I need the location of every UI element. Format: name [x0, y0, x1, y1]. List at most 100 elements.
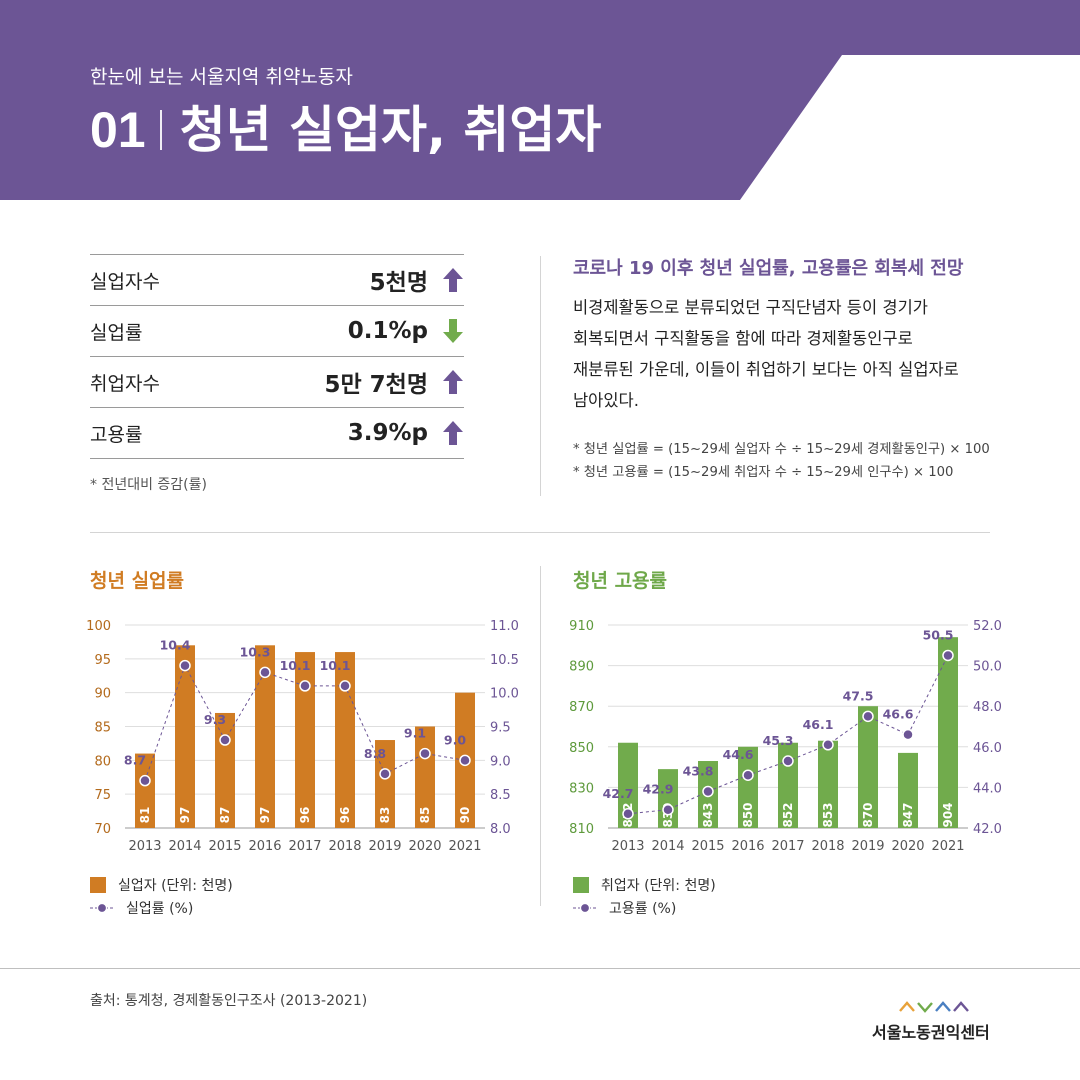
bar-value-label: 81	[138, 807, 152, 824]
rate-value-label: 46.1	[803, 717, 834, 732]
y-right-tick-label: 8.0	[490, 822, 511, 837]
rate-value-label: 46.6	[883, 707, 914, 722]
rate-value-label: 8.7	[124, 753, 146, 768]
stat-row: 실업률 0.1%p	[90, 306, 464, 357]
summary-line: 남아있다.	[573, 391, 639, 410]
rate-value-label: 9.3	[204, 712, 226, 727]
x-tick-label: 2017	[288, 839, 321, 854]
arrow-down-icon	[443, 319, 463, 343]
bar-value-label: 904	[941, 802, 955, 827]
y-left-tick-label: 95	[94, 653, 111, 668]
y-left-tick-label: 870	[569, 700, 594, 715]
y-left-tick-label: 850	[569, 741, 594, 756]
rate-value-label: 10.1	[280, 658, 311, 673]
logo-zigzag-icon	[899, 1001, 969, 1013]
bar	[618, 742, 638, 828]
stat-value-group: 5만 7천명	[325, 365, 465, 399]
y-left-tick-label: 100	[86, 619, 111, 634]
rate-line	[144, 664, 466, 781]
rate-value-label: 10.4	[160, 638, 191, 653]
rate-point	[902, 728, 914, 741]
legend-label: 실업률 (%)	[126, 900, 194, 917]
y-right-tick-label: 11.0	[490, 619, 519, 634]
legend-item-bar: 실업자 (단위: 천명)	[90, 873, 233, 896]
bar-value-label: 853	[821, 802, 835, 827]
rate-point	[139, 774, 151, 787]
rate-value-label: 10.1	[320, 658, 351, 673]
y-left-tick-label: 80	[94, 754, 111, 769]
stat-value-group: 0.1%p	[348, 318, 464, 344]
rate-value-label: 9.0	[444, 732, 466, 747]
rate-value-label: 9.1	[404, 726, 426, 741]
rate-point	[419, 747, 431, 760]
legend-label: 취업자 (단위: 천명)	[601, 877, 716, 894]
bar-value-label: 97	[258, 807, 272, 824]
y-right-tick-label: 9.0	[490, 754, 511, 769]
y-right-tick-label: 46.0	[973, 741, 1002, 756]
x-tick-label: 2017	[771, 839, 804, 854]
center-logo: 서울노동권익센터	[872, 998, 992, 1043]
legend-employment: 취업자 (단위: 천명) 고용률 (%)	[573, 873, 716, 919]
y-right-tick-label: 10.0	[490, 687, 519, 702]
y-left-tick-label: 910	[569, 619, 594, 634]
bar	[335, 652, 355, 828]
footer-divider	[0, 968, 1080, 969]
x-tick-label: 2013	[128, 839, 161, 854]
rate-value-label: 42.9	[643, 782, 674, 797]
legend-swatch-orange	[90, 876, 106, 893]
section-number: 01	[90, 102, 146, 158]
bar	[135, 753, 155, 828]
y-left-tick-label: 830	[569, 781, 594, 796]
x-tick-label: 2021	[448, 839, 481, 854]
stat-label: 실업자수	[90, 270, 160, 293]
summary-headline: 코로나 19 이후 청년 실업률, 고용률은 회복세 전망	[573, 258, 964, 279]
rate-point	[862, 710, 874, 723]
x-tick-label: 2015	[208, 839, 241, 854]
rate-point	[219, 734, 231, 746]
rate-value-label: 47.5	[843, 688, 874, 703]
x-tick-label: 2019	[851, 839, 884, 854]
stat-value-group: 5천명	[370, 263, 464, 297]
source-note: 출처: 통계청, 경제활동인구조사 (2013-2021)	[90, 993, 368, 1009]
page-title: 01 청년 실업자, 취업자	[90, 98, 601, 162]
rate-point	[822, 739, 834, 751]
y-right-tick-label: 52.0	[973, 619, 1002, 634]
bar	[778, 742, 798, 828]
bar-value-label: 870	[861, 802, 875, 827]
x-tick-label: 2018	[811, 839, 844, 854]
stats-table: 실업자수 5천명 실업률 0.1%p 취업자수 5만 7천명 고용률 3.9%p	[90, 254, 464, 459]
summary-block: 코로나 19 이후 청년 실업률, 고용률은 회복세 전망 비경제활동으로 분류…	[573, 254, 993, 484]
chart-title-employment: 청년 고용률	[573, 570, 668, 592]
formula-note: * 청년 실업률 = (15~29세 실업자 수 ÷ 15~29세 경제활동인구…	[573, 442, 990, 457]
summary-line: 재분류된 가운데, 이들이 취업하기 보다는 아직 실업자로	[573, 360, 959, 379]
y-right-tick-label: 44.0	[973, 781, 1002, 796]
summary-line: 회복되면서 구직활동을 함에 따라 경제활동인구로	[573, 329, 913, 348]
bar-value-label: 96	[298, 807, 312, 824]
rate-point	[702, 785, 714, 798]
bar	[738, 746, 758, 828]
bar-value-label: 847	[901, 802, 915, 827]
y-left-tick-label: 90	[94, 687, 111, 702]
summary-notes: * 청년 실업률 = (15~29세 실업자 수 ÷ 15~29세 경제활동인구…	[573, 438, 993, 484]
stat-value: 5천명	[369, 270, 428, 296]
rate-point	[622, 808, 634, 820]
chart-unemployment: 100 95 90 85 80 75 70 11.0 10.5 10.0 9.5 9.0 8.5 8.0 8…	[86, 619, 519, 854]
x-tick-label: 2016	[731, 839, 764, 854]
rate-value-label: 10.3	[240, 644, 271, 659]
summary-line: 비경제활동으로 분류되었던 구직단념자 등이 경기가	[573, 298, 928, 317]
stat-label: 취업자수	[90, 372, 160, 395]
legend-line-marker-icon	[90, 902, 114, 913]
divider-vertical-bottom	[540, 566, 541, 906]
chart-title-unemployment: 청년 실업률	[90, 570, 185, 592]
x-tick-label: 2018	[328, 839, 361, 854]
section-title: 청년 실업자, 취업자	[179, 101, 602, 159]
y-right-tick-label: 8.5	[490, 788, 511, 803]
rate-value-label: 43.8	[683, 763, 714, 778]
bar-value-label: 96	[338, 807, 352, 824]
x-tick-label: 2015	[691, 839, 724, 854]
stat-label: 실업률	[90, 321, 143, 344]
bar-value-label: 90	[458, 807, 472, 824]
rate-point	[942, 649, 954, 662]
rate-value-label: 45.3	[763, 733, 794, 748]
